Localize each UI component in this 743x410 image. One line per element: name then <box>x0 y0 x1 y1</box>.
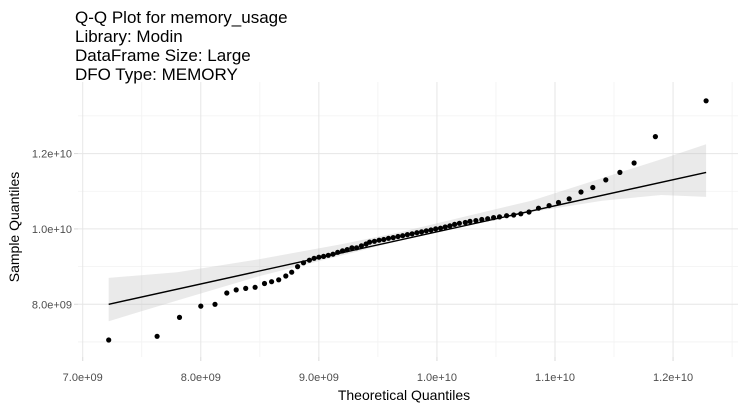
y-axis-ticks: 8.0e+09 1.0e+10 1.2e+10 <box>32 149 78 311</box>
sample-point <box>442 224 448 230</box>
sample-point <box>462 219 468 226</box>
sample-point <box>473 218 479 224</box>
y-tick-label: 8.0e+09 <box>32 299 72 311</box>
sample-point <box>496 214 503 220</box>
sample-point <box>349 245 355 251</box>
x-tick-label: 1.0e+10 <box>417 372 457 384</box>
sample-point <box>300 260 307 266</box>
sample-point <box>485 216 491 222</box>
sample-point <box>306 257 312 263</box>
sample-point <box>504 213 510 219</box>
sample-point <box>252 284 258 290</box>
sample-point <box>261 280 268 287</box>
sample-point <box>330 251 336 257</box>
sample-point <box>631 160 637 166</box>
sample-point <box>335 249 341 255</box>
title-line: Library: Modin <box>75 27 183 46</box>
sample-point <box>479 216 485 223</box>
sample-point <box>354 245 360 251</box>
sample-point <box>603 177 609 183</box>
sample-point <box>371 238 377 244</box>
sample-point <box>233 287 239 293</box>
sample-point <box>344 247 350 253</box>
sample-point <box>289 269 295 275</box>
sample-point <box>433 226 439 232</box>
sample-point <box>652 134 659 140</box>
sample-point <box>703 98 709 104</box>
sample-point <box>414 230 420 236</box>
sample-point <box>311 255 317 261</box>
x-tick-label: 9.0e+09 <box>299 372 339 384</box>
x-tick-label: 7.0e+09 <box>63 372 103 384</box>
sample-point <box>409 231 415 237</box>
sample-point <box>395 233 401 240</box>
sample-point <box>404 232 410 238</box>
reference-line-path <box>108 171 707 305</box>
sample-point <box>390 235 396 241</box>
sample-point <box>546 203 552 209</box>
sample-point <box>295 264 301 270</box>
sample-point <box>224 290 230 296</box>
sample-point <box>447 223 453 229</box>
sample-point <box>316 254 322 260</box>
title-line: DataFrame Size: Large <box>75 46 251 65</box>
sample-point <box>400 233 406 239</box>
sample-point <box>243 285 249 291</box>
sample-points <box>106 98 709 343</box>
sample-point <box>518 211 524 217</box>
sample-point <box>578 189 584 195</box>
y-axis-title: Sample Quantiles <box>6 172 22 283</box>
sample-point <box>358 243 364 249</box>
sample-point <box>269 279 275 285</box>
sample-point <box>590 184 596 191</box>
sample-point <box>367 239 373 245</box>
sample-point <box>176 314 183 320</box>
title-line: Q-Q Plot for memory_usage <box>75 8 288 27</box>
sample-point <box>198 303 204 309</box>
sample-point <box>283 273 289 279</box>
sample-point <box>276 277 282 283</box>
sample-point <box>106 337 112 343</box>
reference-line <box>108 171 707 305</box>
plot-grid <box>78 82 738 357</box>
sample-point <box>154 333 160 339</box>
x-tick-label: 1.2e+10 <box>653 372 693 384</box>
sample-point <box>617 169 623 175</box>
sample-point <box>428 227 434 233</box>
sample-point <box>437 225 444 231</box>
x-axis-title: Theoretical Quantiles <box>338 387 470 403</box>
sample-point <box>566 196 572 202</box>
sample-point <box>339 248 346 254</box>
sample-point <box>376 237 382 243</box>
sample-point <box>555 199 562 206</box>
sample-point <box>511 212 517 218</box>
y-tick-label: 1.0e+10 <box>32 224 72 236</box>
sample-point <box>535 205 542 211</box>
sample-point <box>321 253 327 259</box>
x-axis-ticks: 7.0e+09 8.0e+09 9.0e+09 1.0e+10 1.1e+10 1.2e+… <box>63 357 693 384</box>
x-tick-label: 8.0e+09 <box>181 372 221 384</box>
sample-point <box>526 209 532 215</box>
sample-point <box>385 235 392 241</box>
sample-point <box>419 229 425 235</box>
title-line: DFO Type: MEMORY <box>75 65 238 84</box>
sample-point <box>381 236 387 243</box>
y-tick-label: 1.2e+10 <box>32 149 72 161</box>
sample-point <box>491 215 497 221</box>
sample-point <box>452 221 458 227</box>
x-tick-label: 1.1e+10 <box>535 372 575 384</box>
sample-point <box>456 220 462 226</box>
sample-point <box>325 252 331 258</box>
sample-point <box>423 228 429 234</box>
sample-point <box>467 218 473 224</box>
sample-point <box>212 301 218 307</box>
